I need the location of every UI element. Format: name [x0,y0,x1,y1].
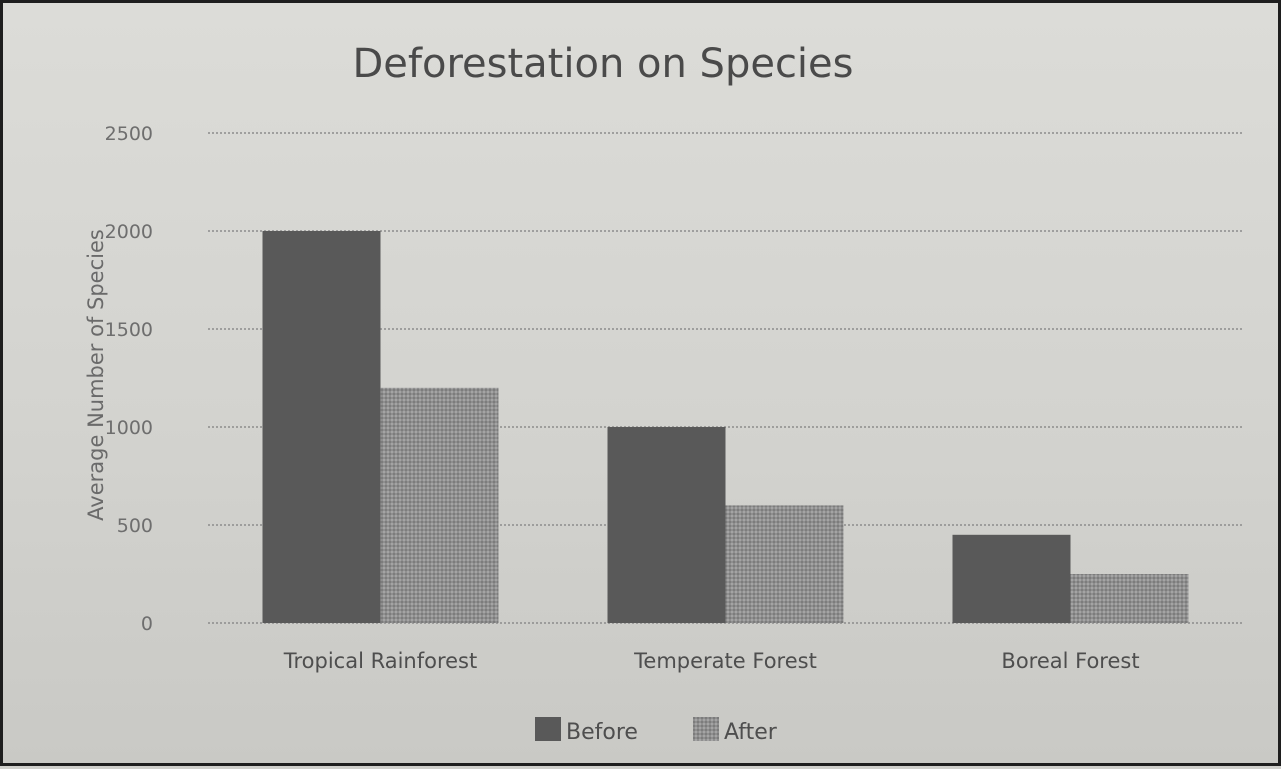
bar-after-2 [725,505,844,623]
bar-chart: Deforestation on Species Average Number … [84,41,1243,745]
legend-label-after: After [724,720,778,745]
y-axis-label: Average Number of Species [84,229,108,521]
bars [262,231,1189,623]
y-tick-label: 1500 [105,319,153,341]
x-category-label: Boreal Forest [1001,649,1139,673]
y-tick-label: 2000 [105,221,153,243]
y-tick-label: 1000 [105,417,153,439]
legend-swatch-before [535,717,561,741]
bar-before-3 [952,534,1071,623]
legend-label-before: Before [566,720,638,745]
bar-before-1 [262,231,381,623]
bar-after-1 [380,387,499,623]
bar-after-3 [1070,574,1189,623]
y-tick-label: 0 [141,613,153,635]
y-tick-label: 2500 [105,123,153,145]
x-category-label: Temperate Forest [633,649,817,673]
y-axis-ticks: 0 500 1000 1500 2000 2500 [105,123,153,635]
legend-swatch-after [693,717,719,741]
x-axis-categories: Tropical Rainforest Temperate Forest Borea… [283,649,1140,673]
legend: Before After [535,717,778,745]
y-tick-label: 500 [117,515,153,537]
x-category-label: Tropical Rainforest [283,649,478,673]
bar-before-2 [607,427,726,623]
chart-title: Deforestation on Species [353,41,854,87]
